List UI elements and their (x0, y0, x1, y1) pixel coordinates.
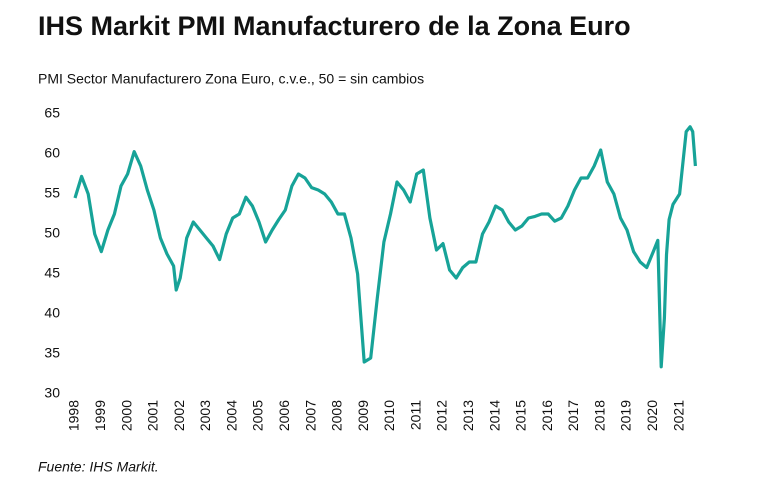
source-note: Fuente: IHS Markit. (38, 459, 159, 475)
x-tick-label: 2012 (434, 400, 450, 431)
y-tick-label: 50 (44, 225, 60, 241)
x-tick-label: 2006 (276, 400, 292, 431)
x-tick-label: 2011 (407, 400, 423, 430)
x-tick-label: 2001 (145, 400, 161, 431)
y-tick-label: 45 (44, 265, 60, 281)
x-tick-label: 2017 (565, 400, 581, 431)
x-tick-label: 2018 (591, 400, 607, 431)
x-tick-label: 2015 (513, 400, 529, 431)
y-tick-label: 60 (44, 145, 60, 161)
x-tick-label: 2007 (302, 400, 318, 431)
y-tick-label: 65 (44, 105, 60, 121)
x-tick-label: 2021 (670, 400, 686, 431)
data-line (73, 125, 697, 369)
chart-title: IHS Markit PMI Manufacturero de la Zona … (38, 11, 631, 41)
x-tick-label: 2003 (197, 400, 213, 431)
x-tick-label: 2000 (118, 400, 134, 431)
y-tick-label: 35 (44, 345, 60, 361)
x-tick-label: 2010 (381, 400, 397, 431)
x-tick-label: 2004 (223, 400, 239, 431)
x-tick-label: 2005 (250, 400, 266, 431)
x-tick-label: 2009 (355, 400, 371, 431)
chart-subtitle: PMI Sector Manufacturero Zona Euro, c.v.… (38, 71, 424, 87)
y-tick-label: 55 (44, 185, 60, 201)
x-tick-label: 2013 (460, 400, 476, 431)
x-tick-label: 2020 (644, 400, 660, 431)
x-tick-label: 2019 (618, 400, 634, 431)
x-tick-label: 2008 (329, 400, 345, 431)
x-tick-label: 2016 (539, 400, 555, 431)
x-tick-label: 1999 (92, 400, 108, 431)
x-tick-label: 2014 (486, 400, 502, 431)
y-tick-label: 40 (44, 305, 60, 321)
y-tick-label: 30 (44, 385, 60, 401)
x-tick-label: 1998 (66, 400, 82, 431)
x-tick-label: 2002 (171, 400, 187, 431)
